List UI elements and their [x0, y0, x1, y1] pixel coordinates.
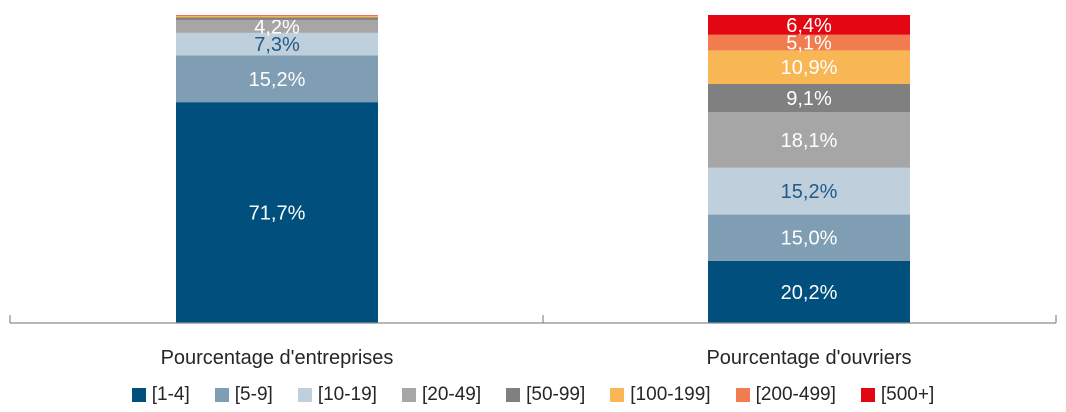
legend-item: [200-499]: [735, 384, 836, 406]
data-label: 6,4%: [786, 15, 832, 37]
bar-segment: [708, 15, 910, 35]
legend-label: [200-499]: [755, 384, 836, 405]
legend-item: [100-199]: [610, 384, 711, 406]
legend-label: [100-199]: [630, 384, 711, 405]
legend-swatch: [297, 388, 312, 402]
bar-segment: [176, 15, 378, 16]
x-axis: [9, 315, 1057, 324]
data-label: 71,7%: [249, 203, 306, 225]
bar-segment: [708, 50, 910, 84]
category-labels: Pourcentage d'entreprises Pourcentage d'o…: [161, 347, 912, 369]
bar-segment: [176, 55, 378, 103]
bar-segment: [176, 15, 378, 18]
bars-layer: 71,7% 15,2% 7,3%4,2% 20,2% 15,0% 15,2% 18,1% 9,…: [176, 15, 910, 323]
bar-segment: [708, 34, 910, 51]
category-label: Pourcentage d'entreprises: [161, 347, 394, 369]
bar-segment: [176, 19, 378, 33]
bar-segment: [708, 112, 910, 168]
legend-item: [5-9]: [214, 384, 273, 406]
legend-swatch: [610, 388, 625, 402]
bar-segment: [708, 214, 910, 261]
legend-label: [10-19]: [317, 384, 377, 405]
bar-segment: [176, 17, 378, 20]
stacked-bar-chart: 71,7% 15,2% 7,3%4,2% 20,2% 15,0% 15,2% 18,1% 9,…: [9, 15, 1057, 369]
data-label: 20,2%: [781, 282, 838, 304]
legend: [1-4] [5-9] [10-19] [20-49] [50-99] [100-199]…: [0, 382, 1066, 408]
legend-label: [50-99]: [526, 384, 586, 405]
legend-swatch: [735, 388, 750, 402]
legend-swatch: [401, 388, 416, 402]
bar-segment: [708, 260, 910, 323]
data-label: 4,2%: [254, 16, 300, 38]
data-label: 9,1%: [786, 88, 832, 110]
legend-item: [10-19]: [297, 384, 377, 406]
data-label: 15,2%: [249, 69, 306, 91]
legend-label: [20-49]: [421, 384, 482, 405]
legend-item: [50-99]: [506, 384, 585, 406]
bar-segment: [708, 167, 910, 215]
legend-item: [500+]: [860, 384, 935, 406]
legend-label: [1-4]: [151, 384, 190, 405]
bar-segment: [176, 102, 378, 323]
category-label: Pourcentage d'ouvriers: [706, 347, 911, 369]
data-label: 15,2%: [781, 181, 838, 203]
data-label: 10,9%: [781, 57, 838, 79]
legend-swatch: [131, 388, 146, 402]
data-label: 15,0%: [781, 228, 838, 250]
bar-segment: [708, 83, 910, 113]
data-label: 5,1%: [786, 33, 832, 55]
legend-swatch: [214, 388, 229, 402]
legend-swatch: [860, 388, 875, 402]
data-label: 7,3%: [254, 34, 300, 56]
legend-item: [20-49]: [401, 384, 482, 406]
legend-item: [1-4]: [131, 384, 190, 406]
legend-swatch: [506, 388, 521, 402]
legend-label: [500+]: [880, 384, 935, 405]
data-label: 18,1%: [781, 130, 838, 152]
legend-label: [5-9]: [234, 384, 273, 405]
bar-segment: [176, 32, 378, 56]
